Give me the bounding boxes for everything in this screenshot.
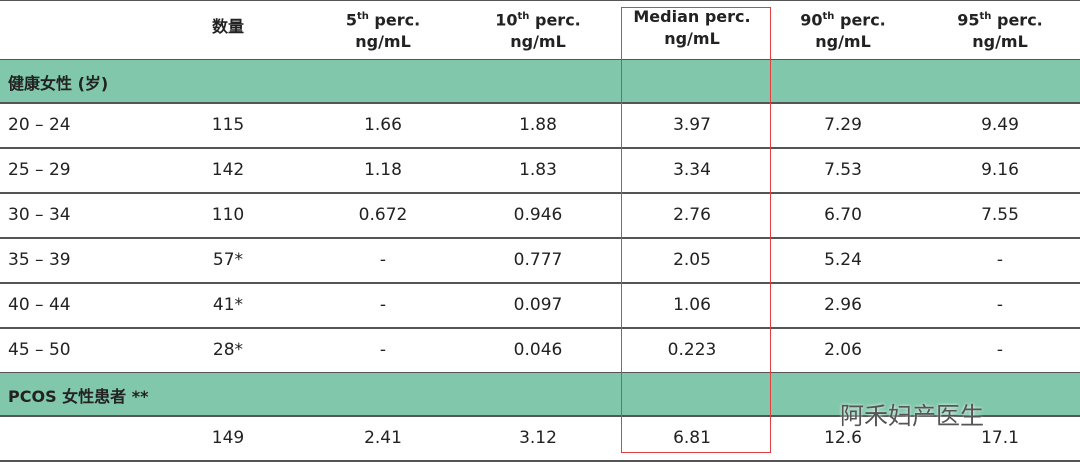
header-rest: perc. xyxy=(368,10,421,30)
cell-value: 9.49 xyxy=(981,115,1019,135)
row-label: 20 – 24 xyxy=(8,115,71,135)
cell-value: - xyxy=(996,340,1004,360)
header-cell: 5th perc. ng/mL xyxy=(346,6,420,53)
cell-value: - xyxy=(996,295,1004,315)
header-rest: perc. xyxy=(991,10,1043,30)
cell-value: 0.097 xyxy=(513,295,563,315)
watermark: 阿禾妇产医生 xyxy=(840,402,984,430)
header-unit: ng/mL xyxy=(815,32,871,52)
cell-value: 6.70 xyxy=(824,205,862,225)
header-base: Median perc. xyxy=(633,7,751,26)
cell-value: 1.66 xyxy=(364,115,402,135)
row-label: 25 – 29 xyxy=(8,160,71,180)
cell-value: - xyxy=(379,340,387,360)
cell-value: 0.777 xyxy=(513,250,563,270)
rule xyxy=(0,0,1080,1)
section-band xyxy=(0,373,1080,416)
cell-value: 2.41 xyxy=(364,428,402,448)
cell-value: - xyxy=(996,250,1004,270)
cell-value: 0.046 xyxy=(513,340,563,360)
cell-value: 3.12 xyxy=(519,428,557,448)
cell-value: 149 xyxy=(211,428,245,448)
cell-value: 142 xyxy=(211,160,245,180)
cell-value: 3.97 xyxy=(673,115,711,135)
section-title: 健康女性 (岁) xyxy=(8,74,109,93)
header-cell: Median perc. ng/mL xyxy=(633,6,750,50)
header-unit: ng/mL xyxy=(355,32,411,52)
rule xyxy=(0,327,1080,329)
cell-value: 57* xyxy=(212,250,244,270)
cell-value: 5.24 xyxy=(824,250,862,270)
cell-value: 0.223 xyxy=(667,340,717,360)
cell-value: 17.1 xyxy=(981,428,1019,448)
cell-value: 2.06 xyxy=(824,340,862,360)
section-band xyxy=(0,60,1080,103)
cell-value: 0.946 xyxy=(513,205,563,225)
cell-value: 28* xyxy=(212,340,244,360)
section-title: PCOS 女性患者 ** xyxy=(8,387,149,406)
cell-value: 2.96 xyxy=(824,295,862,315)
cell-value: - xyxy=(379,250,387,270)
row-label: 40 – 44 xyxy=(8,295,71,315)
cell-value: 110 xyxy=(211,205,245,225)
header-cell: 10th perc. ng/mL xyxy=(495,6,581,53)
cell-value: 0.672 xyxy=(358,205,408,225)
header-base: 95 xyxy=(957,10,980,30)
cell-value: 7.53 xyxy=(824,160,862,180)
header-cell: 90th perc. ng/mL xyxy=(800,6,886,53)
header-sup: th xyxy=(356,11,369,22)
rule xyxy=(0,102,1080,104)
cell-value: - xyxy=(379,295,387,315)
header-base: 数量 xyxy=(211,17,245,36)
header-sup: th xyxy=(979,11,992,22)
rule xyxy=(0,282,1080,284)
cell-value: 6.81 xyxy=(673,428,711,448)
cell-value: 41* xyxy=(212,295,244,315)
row-label: 35 – 39 xyxy=(8,250,71,270)
header-cell: 数量 xyxy=(212,16,244,38)
header-rest: perc. xyxy=(834,10,886,30)
row-label: 30 – 34 xyxy=(8,205,71,225)
cell-value: 2.76 xyxy=(673,205,711,225)
cell-value: 1.18 xyxy=(364,160,402,180)
cell-value: 12.6 xyxy=(824,428,862,448)
cell-value: 7.29 xyxy=(824,115,862,135)
header-rest: perc. xyxy=(529,10,581,30)
cell-value: 1.06 xyxy=(673,295,711,315)
cell-value: 115 xyxy=(211,115,245,135)
rule xyxy=(0,415,1080,417)
header-sup: th xyxy=(517,11,530,22)
highlight-box xyxy=(621,7,771,453)
rule xyxy=(0,147,1080,149)
header-unit: ng/mL xyxy=(510,32,566,52)
cell-value: 2.05 xyxy=(673,250,711,270)
cell-value: 3.34 xyxy=(673,160,711,180)
header-unit: ng/mL xyxy=(664,29,720,48)
header-unit: ng/mL xyxy=(972,32,1028,52)
rule xyxy=(0,237,1080,239)
rule xyxy=(0,192,1080,194)
cell-value: 9.16 xyxy=(981,160,1019,180)
header-base: 5 xyxy=(345,10,357,30)
header-base: 10 xyxy=(495,10,518,30)
header-cell: 95th perc. ng/mL xyxy=(957,6,1043,53)
cell-value: 1.88 xyxy=(519,115,557,135)
header-base: 90 xyxy=(800,10,823,30)
header-sup: th xyxy=(822,11,835,22)
cell-value: 1.83 xyxy=(519,160,557,180)
cell-value: 7.55 xyxy=(981,205,1019,225)
row-label: 45 – 50 xyxy=(8,340,71,360)
rule xyxy=(0,460,1080,462)
